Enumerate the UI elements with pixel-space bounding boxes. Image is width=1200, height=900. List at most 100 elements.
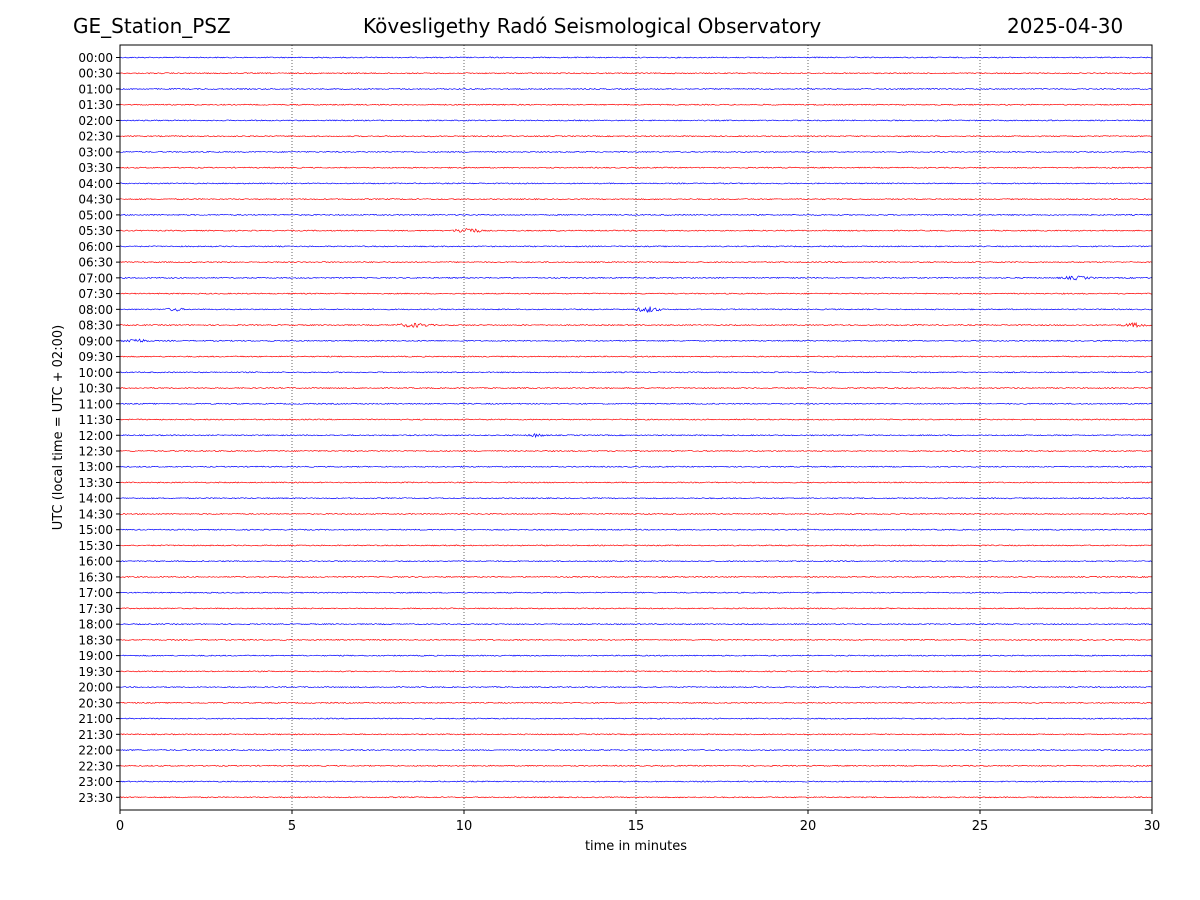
y-tick-label: 23:00: [78, 775, 113, 789]
y-tick-label: 13:30: [78, 476, 113, 490]
y-tick-label: 16:00: [78, 555, 113, 569]
seismogram-trace: [119, 72, 1153, 75]
seismogram-trace: [119, 733, 1153, 736]
seismogram-trace: [119, 512, 1153, 516]
x-tick-label: 0: [116, 819, 124, 834]
x-axis: 0 5 10 15 20 25 30: [116, 810, 1160, 834]
chart-title: Kövesligethy Radó Seismological Observat…: [363, 14, 822, 38]
y-axis-label: UTC (local time = UTC + 02:00): [51, 325, 66, 530]
station-code: GE_Station_PSZ: [73, 14, 231, 38]
seismogram-trace: [119, 213, 1153, 216]
y-tick-label: 20:00: [78, 681, 113, 695]
seismogram-trace: [119, 701, 1153, 704]
y-tick-label: 22:30: [78, 759, 113, 773]
seismogram-trace: [119, 87, 1152, 91]
seismogram-trace: [119, 591, 1153, 594]
seismogram-trace: [119, 623, 1153, 626]
seismogram-trace: [119, 481, 1153, 484]
seismogram-trace: [119, 560, 1153, 563]
seismogram-trace: [119, 245, 1153, 248]
seismogram-traces: [119, 56, 1153, 799]
seismogram-trace: [119, 321, 1153, 328]
y-tick-label: 20:30: [78, 696, 113, 710]
seismogram-trace: [119, 780, 1153, 783]
seismogram-trace: [119, 198, 1153, 201]
y-tick-label: 16:30: [78, 570, 113, 584]
seismogram-trace: [119, 306, 1153, 314]
seismogram-trace: [119, 449, 1153, 453]
x-tick-label: 30: [1144, 819, 1161, 834]
y-tick-label: 18:30: [78, 633, 113, 647]
seismogram-trace: [119, 638, 1153, 641]
x-tick-label: 10: [456, 819, 473, 834]
y-tick-label: 21:00: [78, 712, 113, 726]
y-tick-label: 09:00: [78, 334, 113, 348]
y-tick-label: 05:00: [78, 208, 113, 222]
seismogram-trace: [119, 56, 1153, 59]
seismogram-trace: [119, 575, 1153, 578]
y-tick-label: 04:00: [78, 177, 113, 191]
y-tick-label: 12:30: [78, 445, 113, 459]
y-tick-label: 07:00: [78, 271, 113, 285]
y-tick-label: 15:00: [78, 523, 113, 537]
y-tick-label: 17:00: [78, 586, 113, 600]
seismogram-trace: [119, 748, 1153, 752]
seismogram-trace: [119, 261, 1153, 264]
seismogram-trace: [119, 497, 1153, 500]
seismogram-trace: [119, 275, 1153, 281]
y-tick-label: 15:30: [78, 539, 113, 553]
y-tick-label: 02:30: [78, 130, 113, 144]
y-tick-label: 01:00: [78, 82, 113, 96]
seismogram-trace: [119, 227, 1153, 233]
y-tick-label: 02:00: [78, 114, 113, 128]
x-tick-label: 20: [800, 819, 817, 834]
y-tick-label: 19:00: [78, 649, 113, 663]
seismogram-trace: [119, 135, 1153, 138]
y-tick-label: 06:30: [78, 256, 113, 270]
x-tick-label: 25: [972, 819, 989, 834]
y-tick-label: 03:00: [78, 145, 113, 159]
y-tick-label: 14:00: [78, 492, 113, 506]
seismogram-trace: [119, 654, 1153, 657]
y-tick-label: 10:00: [78, 366, 113, 380]
y-tick-label: 17:30: [78, 602, 113, 616]
seismogram-trace: [119, 355, 1153, 358]
y-tick-label: 19:30: [78, 665, 113, 679]
y-tick-label: 01:30: [78, 98, 113, 112]
seismogram-trace: [119, 402, 1153, 405]
seismogram-trace: [119, 292, 1153, 295]
chart-date: 2025-04-30: [1007, 14, 1124, 38]
seismogram-trace: [119, 465, 1153, 468]
y-tick-label: 04:30: [78, 193, 113, 207]
y-tick-label: 10:30: [78, 382, 113, 396]
y-tick-label: 11:00: [78, 397, 113, 411]
grid-lines: [291, 45, 981, 810]
seismogram-trace: [119, 544, 1153, 547]
seismogram-trace: [119, 371, 1153, 374]
y-tick-label: 00:00: [78, 51, 113, 65]
y-tick-label: 08:30: [78, 319, 113, 333]
seismogram-trace: [120, 764, 1153, 767]
seismogram-trace: [119, 796, 1153, 799]
seismogram-trace: [119, 670, 1153, 673]
seismogram-trace: [119, 182, 1153, 185]
seismogram-trace: [119, 150, 1153, 153]
seismogram-trace: [119, 103, 1153, 106]
seismogram-trace: [119, 717, 1153, 720]
seismogram-trace: [119, 607, 1153, 610]
y-tick-label: 05:30: [78, 224, 113, 238]
y-tick-label: 11:30: [78, 413, 113, 427]
y-tick-label: 22:00: [78, 744, 113, 758]
seismogram-trace: [119, 528, 1153, 531]
seismogram-trace: [119, 119, 1153, 122]
x-tick-label: 5: [288, 819, 296, 834]
x-axis-label: time in minutes: [585, 839, 687, 854]
seismogram-trace: [119, 166, 1153, 169]
y-tick-label: 21:30: [78, 728, 113, 742]
y-tick-label: 06:00: [78, 240, 113, 254]
y-tick-label: 23:30: [78, 791, 113, 805]
seismogram-trace: [119, 338, 1153, 343]
y-tick-label: 18:00: [78, 618, 113, 632]
